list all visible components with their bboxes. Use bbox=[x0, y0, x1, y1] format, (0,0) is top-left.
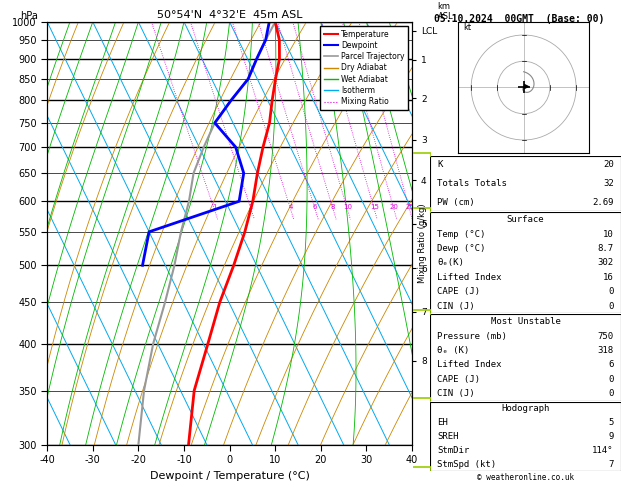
Text: 25: 25 bbox=[405, 204, 414, 210]
Text: 1: 1 bbox=[212, 204, 216, 210]
Text: K: K bbox=[437, 160, 443, 169]
Text: 32: 32 bbox=[603, 179, 614, 188]
Text: 9: 9 bbox=[608, 432, 614, 441]
Text: 5: 5 bbox=[608, 418, 614, 427]
Text: 0: 0 bbox=[608, 389, 614, 398]
Text: Temp (°C): Temp (°C) bbox=[437, 229, 486, 239]
Text: EH: EH bbox=[437, 418, 448, 427]
Text: CAPE (J): CAPE (J) bbox=[437, 375, 481, 384]
Text: 2.69: 2.69 bbox=[593, 198, 614, 207]
Text: 05.10.2024  00GMT  (Base: 00): 05.10.2024 00GMT (Base: 00) bbox=[434, 14, 604, 24]
Title: 50°54'N  4°32'E  45m ASL: 50°54'N 4°32'E 45m ASL bbox=[157, 10, 303, 20]
Text: CIN (J): CIN (J) bbox=[437, 302, 475, 311]
Text: 8.7: 8.7 bbox=[598, 244, 614, 253]
Text: 0: 0 bbox=[608, 375, 614, 384]
Text: kt: kt bbox=[464, 23, 471, 32]
Text: 114°: 114° bbox=[593, 446, 614, 455]
Text: 20: 20 bbox=[389, 204, 398, 210]
Text: Mixing Ratio (g/kg): Mixing Ratio (g/kg) bbox=[418, 203, 427, 283]
Text: © weatheronline.co.uk: © weatheronline.co.uk bbox=[477, 473, 574, 482]
Text: θₑ (K): θₑ (K) bbox=[437, 346, 469, 355]
Text: 0: 0 bbox=[608, 287, 614, 296]
Text: θₑ(K): θₑ(K) bbox=[437, 259, 464, 267]
Text: StmSpd (kt): StmSpd (kt) bbox=[437, 460, 496, 469]
Text: 6: 6 bbox=[313, 204, 318, 210]
Text: Surface: Surface bbox=[507, 215, 544, 224]
Text: StmDir: StmDir bbox=[437, 446, 469, 455]
Text: hPa: hPa bbox=[20, 11, 38, 21]
Text: CAPE (J): CAPE (J) bbox=[437, 287, 481, 296]
Text: 10: 10 bbox=[343, 204, 352, 210]
Text: 2: 2 bbox=[249, 204, 253, 210]
X-axis label: Dewpoint / Temperature (°C): Dewpoint / Temperature (°C) bbox=[150, 470, 309, 481]
Text: CIN (J): CIN (J) bbox=[437, 389, 475, 398]
Text: Totals Totals: Totals Totals bbox=[437, 179, 507, 188]
Text: 6: 6 bbox=[608, 361, 614, 369]
Text: 15: 15 bbox=[370, 204, 379, 210]
Text: 8: 8 bbox=[331, 204, 335, 210]
Text: 7: 7 bbox=[608, 460, 614, 469]
Text: SREH: SREH bbox=[437, 432, 459, 441]
Text: 16: 16 bbox=[603, 273, 614, 282]
Text: 750: 750 bbox=[598, 331, 614, 341]
Text: Hodograph: Hodograph bbox=[501, 404, 550, 414]
Text: 0: 0 bbox=[608, 302, 614, 311]
Text: 4: 4 bbox=[289, 204, 293, 210]
Legend: Temperature, Dewpoint, Parcel Trajectory, Dry Adiabat, Wet Adiabat, Isotherm, Mi: Temperature, Dewpoint, Parcel Trajectory… bbox=[320, 26, 408, 110]
Text: Dewp (°C): Dewp (°C) bbox=[437, 244, 486, 253]
Text: 318: 318 bbox=[598, 346, 614, 355]
Text: 20: 20 bbox=[603, 160, 614, 169]
Text: Pressure (mb): Pressure (mb) bbox=[437, 331, 507, 341]
Text: Most Unstable: Most Unstable bbox=[491, 317, 560, 326]
Text: 302: 302 bbox=[598, 259, 614, 267]
Text: 10: 10 bbox=[603, 229, 614, 239]
Text: Lifted Index: Lifted Index bbox=[437, 273, 502, 282]
Text: km
ASL: km ASL bbox=[438, 1, 453, 21]
Text: PW (cm): PW (cm) bbox=[437, 198, 475, 207]
Text: Lifted Index: Lifted Index bbox=[437, 361, 502, 369]
